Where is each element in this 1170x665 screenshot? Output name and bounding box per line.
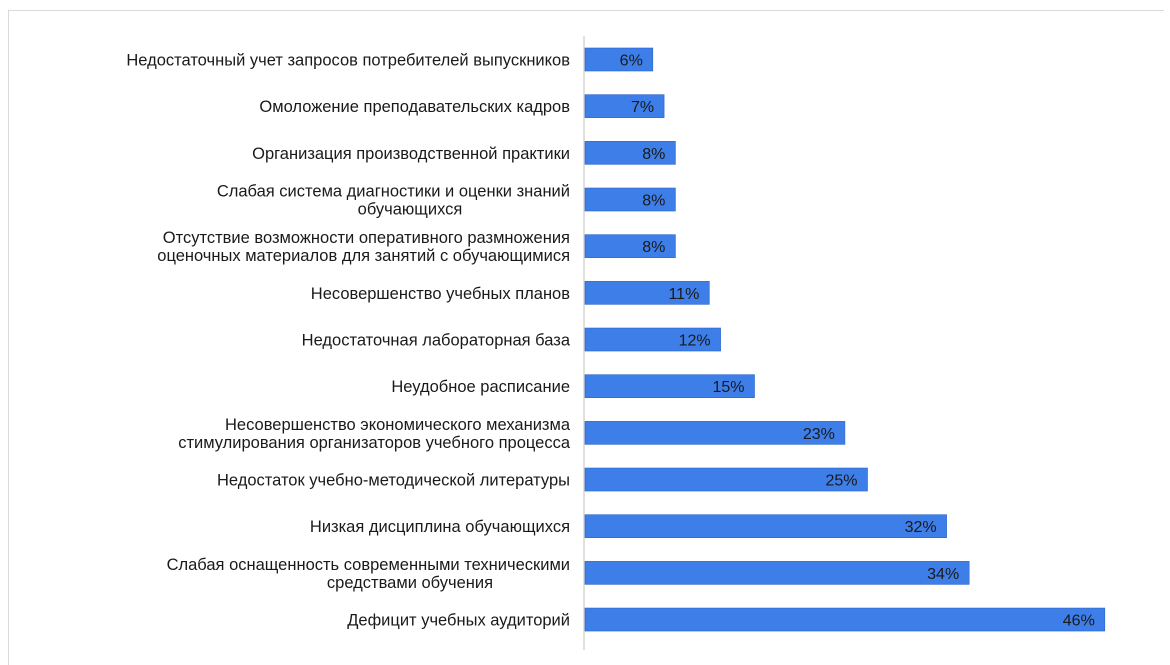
bar-6	[584, 281, 710, 305]
category-label-1: Недостаточный учет запросов потребителей…	[126, 52, 570, 70]
bar-13	[584, 607, 1106, 632]
category-label-12-line-2: средствами обучения	[327, 574, 493, 592]
bar-12	[584, 561, 970, 585]
category-label-10: Недостаток учебно-методической литератур…	[217, 472, 570, 490]
data-label-2: 7%	[631, 99, 654, 116]
data-label-11: 32%	[905, 519, 937, 536]
category-label-5-line-2: оценочных материалов для занятий с обуча…	[157, 247, 570, 265]
bar-5	[584, 234, 676, 258]
data-label-9: 23%	[803, 426, 835, 443]
bar-7	[584, 327, 721, 352]
bar-10	[584, 467, 868, 492]
category-label-7: Недостаточная лабораторная база	[302, 332, 571, 350]
chart-frame	[8, 10, 1164, 665]
data-label-4: 8%	[642, 193, 665, 210]
data-label-6: 11%	[668, 286, 699, 303]
category-label-9-line-2: стимулирования организаторов учебного пр…	[178, 434, 571, 452]
bar-9	[584, 421, 846, 445]
category-label-8: Неудобное расписание	[391, 378, 570, 396]
category-label-3: Организация производственной практики	[252, 145, 570, 163]
data-label-5: 8%	[642, 239, 665, 256]
bar-4	[584, 187, 676, 212]
bar-11	[584, 514, 947, 539]
category-label-13: Дефицит учебных аудиторий	[347, 612, 570, 630]
category-label-6: Несовершенство учебных планов	[311, 285, 570, 303]
bar-2	[584, 94, 665, 118]
bar-8	[584, 374, 755, 398]
data-label-1: 6%	[620, 53, 643, 70]
category-label-2: Омоложение преподавательских кадров	[259, 98, 570, 116]
data-label-7: 12%	[679, 333, 711, 350]
data-label-13: 46%	[1063, 613, 1095, 630]
bar-3	[584, 141, 676, 165]
category-label-11: Низкая дисциплина обучающихся	[310, 518, 570, 536]
bar-1	[584, 47, 654, 72]
category-label-4-line-1: Слабая система диагностики и оценки знан…	[217, 183, 570, 201]
data-label-3: 8%	[642, 146, 665, 163]
category-label-5-line-1: Отсутствие возможности оперативного разм…	[163, 229, 570, 247]
data-label-10: 25%	[825, 473, 857, 490]
category-label-4-line-2: обучающихся	[358, 201, 463, 219]
data-label-8: 15%	[712, 379, 744, 396]
category-label-9-line-1: Несовершенство экономического механизма	[225, 416, 571, 434]
category-label-12-line-1: Слабая оснащенность современными техниче…	[167, 556, 570, 574]
data-label-12: 34%	[927, 566, 959, 583]
